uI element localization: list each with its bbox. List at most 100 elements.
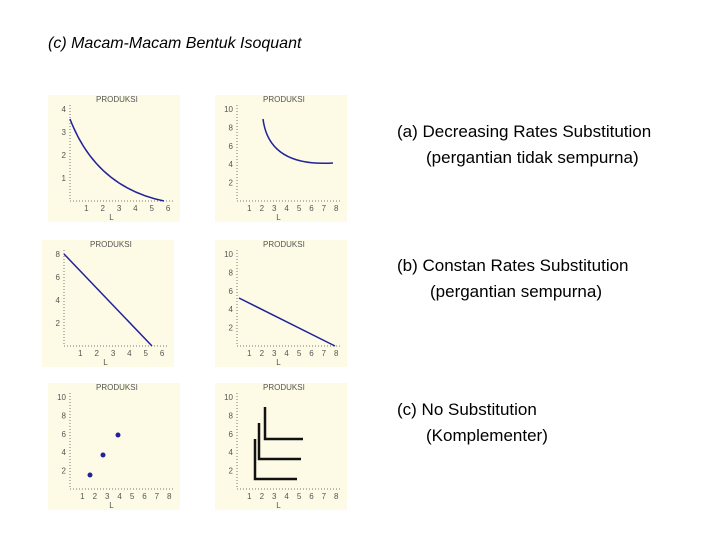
isoquant bbox=[69, 118, 165, 202]
chart-background bbox=[215, 240, 347, 367]
y-tick-label: 8 bbox=[56, 250, 61, 259]
x-tick-label: 2 bbox=[260, 349, 265, 358]
y-tick-label: 2 bbox=[56, 319, 61, 328]
y-tick-label: 8 bbox=[229, 268, 234, 277]
isoquant bbox=[238, 297, 336, 347]
x-tick-label: 5 bbox=[297, 349, 302, 358]
y-tick-label: 6 bbox=[62, 430, 67, 439]
desc-heading: (b) Constan Rates Substitution bbox=[397, 256, 629, 275]
x-tick-label: 3 bbox=[272, 349, 277, 358]
x-tick-label: 6 bbox=[166, 204, 171, 213]
y-tick-label: 6 bbox=[56, 273, 61, 282]
chart-background bbox=[215, 95, 347, 222]
chart-label: PRODUKSI bbox=[90, 240, 132, 249]
y-tick-label: 2 bbox=[229, 324, 234, 333]
x-axis-label: L bbox=[109, 213, 114, 222]
y-tick-label: 6 bbox=[229, 142, 234, 151]
y-tick-label: 4 bbox=[229, 305, 234, 314]
x-tick-label: 4 bbox=[127, 349, 132, 358]
desc-note: (pergantian sempurna) bbox=[430, 282, 602, 301]
y-tick-label: 2 bbox=[62, 467, 67, 476]
y-tick-label: 4 bbox=[56, 296, 61, 305]
x-tick-label: 3 bbox=[272, 492, 277, 501]
x-axis-label: L bbox=[109, 501, 114, 510]
x-axis-label: L bbox=[276, 501, 281, 510]
x-tick-label: 1 bbox=[247, 204, 252, 213]
x-tick-label: 6 bbox=[142, 492, 147, 501]
isoquant bbox=[63, 253, 153, 347]
chart-background bbox=[48, 383, 180, 510]
isoquant bbox=[262, 118, 334, 165]
x-tick-label: 1 bbox=[80, 492, 85, 501]
isoquant bbox=[115, 432, 121, 438]
chart-label: PRODUKSI bbox=[96, 383, 138, 392]
x-tick-label: 4 bbox=[284, 492, 289, 501]
x-axis-label: L bbox=[276, 213, 281, 222]
chart-label: PRODUKSI bbox=[96, 95, 138, 104]
chart-label: PRODUKSI bbox=[263, 240, 305, 249]
x-tick-label: 5 bbox=[144, 349, 149, 358]
x-tick-label: 5 bbox=[130, 492, 135, 501]
x-axis-label: L bbox=[103, 358, 108, 367]
desc-note: (Komplementer) bbox=[426, 426, 548, 445]
x-tick-label: 1 bbox=[247, 492, 252, 501]
y-tick-label: 8 bbox=[229, 123, 234, 132]
x-tick-label: 7 bbox=[155, 492, 160, 501]
x-tick-label: 2 bbox=[260, 492, 265, 501]
x-tick-label: 8 bbox=[167, 492, 172, 501]
mini-chart: PRODUKSI 4 3 2 1 1 2 3 4 5 6 L bbox=[48, 95, 180, 222]
y-tick-label: 4 bbox=[229, 160, 234, 169]
y-tick-label: 2 bbox=[62, 151, 67, 160]
x-tick-label: 6 bbox=[309, 204, 314, 213]
x-tick-label: 2 bbox=[94, 349, 99, 358]
y-tick-label: 10 bbox=[224, 393, 233, 402]
y-tick-label: 6 bbox=[229, 287, 234, 296]
y-tick-label: 8 bbox=[229, 411, 234, 420]
mini-chart: PRODUKSI 8 6 4 2 1 2 3 4 5 6 L bbox=[42, 240, 174, 367]
x-tick-label: 1 bbox=[247, 349, 252, 358]
y-tick-label: 4 bbox=[62, 105, 67, 114]
x-tick-label: 6 bbox=[309, 349, 314, 358]
x-tick-label: 4 bbox=[117, 492, 122, 501]
chart-background bbox=[42, 240, 174, 367]
x-tick-label: 5 bbox=[297, 492, 302, 501]
x-tick-label: 4 bbox=[284, 349, 289, 358]
chart-background bbox=[215, 383, 347, 510]
x-tick-label: 8 bbox=[334, 349, 339, 358]
y-tick-label: 4 bbox=[229, 448, 234, 457]
x-tick-label: 7 bbox=[322, 349, 327, 358]
isoquant bbox=[257, 423, 301, 461]
isoquant bbox=[100, 452, 106, 458]
x-tick-label: 2 bbox=[100, 204, 105, 213]
slide-title: (c) Macam-Macam Bentuk Isoquant bbox=[48, 35, 302, 52]
y-tick-label: 1 bbox=[62, 174, 67, 183]
x-tick-label: 2 bbox=[260, 204, 265, 213]
chart-label: PRODUKSI bbox=[263, 95, 305, 104]
x-tick-label: 3 bbox=[111, 349, 116, 358]
x-tick-label: 4 bbox=[284, 204, 289, 213]
y-tick-label: 4 bbox=[62, 448, 67, 457]
x-tick-label: 8 bbox=[334, 204, 339, 213]
x-axis-label: L bbox=[276, 358, 281, 367]
x-tick-label: 6 bbox=[160, 349, 165, 358]
x-tick-label: 6 bbox=[309, 492, 314, 501]
x-tick-label: 1 bbox=[84, 204, 89, 213]
x-tick-label: 1 bbox=[78, 349, 83, 358]
desc-heading: (c) No Substitution bbox=[397, 400, 537, 419]
chart-background bbox=[48, 95, 180, 222]
isoquant bbox=[253, 439, 297, 481]
x-tick-label: 5 bbox=[150, 204, 155, 213]
isoquant bbox=[263, 407, 303, 441]
desc-heading: (a) Decreasing Rates Substitution bbox=[397, 122, 651, 141]
isoquant bbox=[87, 472, 93, 478]
chart-label: PRODUKSI bbox=[263, 383, 305, 392]
y-tick-label: 6 bbox=[229, 430, 234, 439]
x-tick-label: 7 bbox=[322, 492, 327, 501]
x-tick-label: 7 bbox=[322, 204, 327, 213]
y-tick-label: 2 bbox=[229, 467, 234, 476]
